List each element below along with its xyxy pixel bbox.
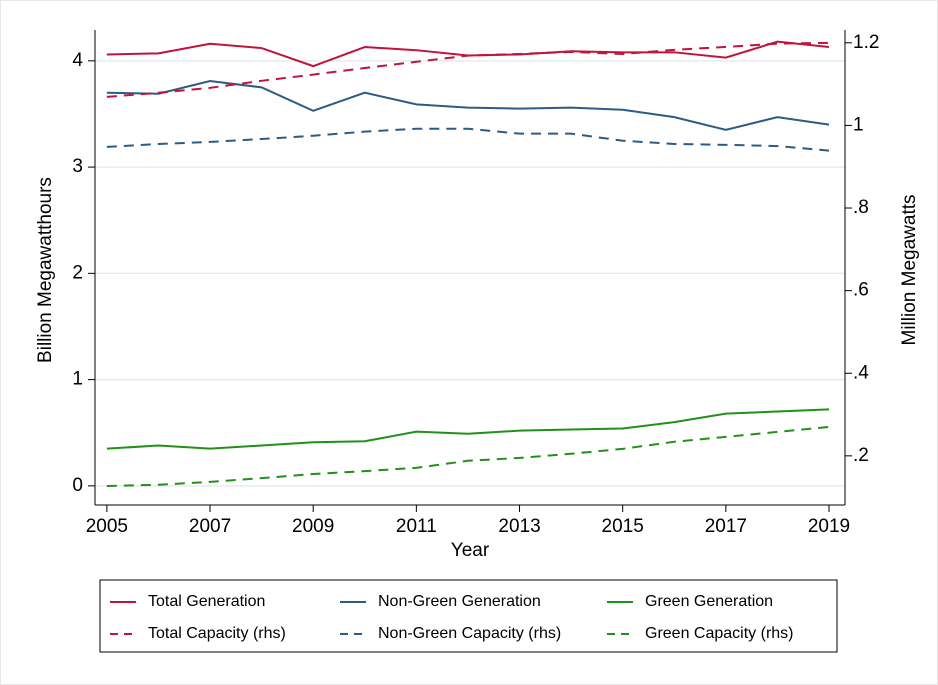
x-tick-label: 2019 (808, 516, 850, 537)
legend-label: Green Capacity (rhs) (645, 625, 794, 642)
y2-tick-label: .4 (853, 362, 869, 383)
y-tick-label: 1 (72, 369, 83, 390)
y-tick-label: 2 (72, 262, 83, 283)
x-tick-label: 2015 (602, 516, 644, 537)
y2-axis-label: Million Megawatts (899, 195, 920, 346)
y2-tick-label: 1 (853, 114, 864, 135)
legend-label: Non-Green Capacity (rhs) (378, 625, 561, 642)
series-line (106, 41, 830, 98)
x-tick-label: 2011 (396, 516, 437, 537)
series-line (106, 127, 830, 152)
series-line (106, 425, 830, 487)
y-tick-label: 4 (72, 50, 83, 71)
series-line (106, 79, 830, 131)
y2-tick-label: .8 (853, 197, 869, 218)
y-tick-label: 0 (72, 475, 83, 496)
y-tick-label: 3 (72, 156, 83, 177)
legend-label: Green Generation (645, 593, 773, 610)
legend-label: Total Capacity (rhs) (148, 625, 286, 642)
legend-label: Total Generation (148, 593, 265, 610)
y2-tick-label: .6 (853, 280, 869, 301)
series-line (106, 408, 830, 450)
legend: Total Generation Non-Green Generation Gree… (110, 593, 794, 642)
x-tick-label: 2005 (86, 516, 128, 537)
y2-tick-label: 1.2 (853, 32, 879, 53)
x-axis-label: Year (451, 540, 490, 561)
y2-tick-label: .2 (853, 445, 869, 466)
y-axis-label: Billion Megawatthours (35, 177, 56, 363)
x-tick-label: 2017 (705, 516, 747, 537)
legend-box (99, 579, 838, 653)
x-tick-label: 2013 (498, 516, 540, 537)
x-tick-label: 2007 (189, 516, 231, 537)
x-tick-label: 2009 (292, 516, 334, 537)
legend-label: Non-Green Generation (378, 593, 541, 610)
